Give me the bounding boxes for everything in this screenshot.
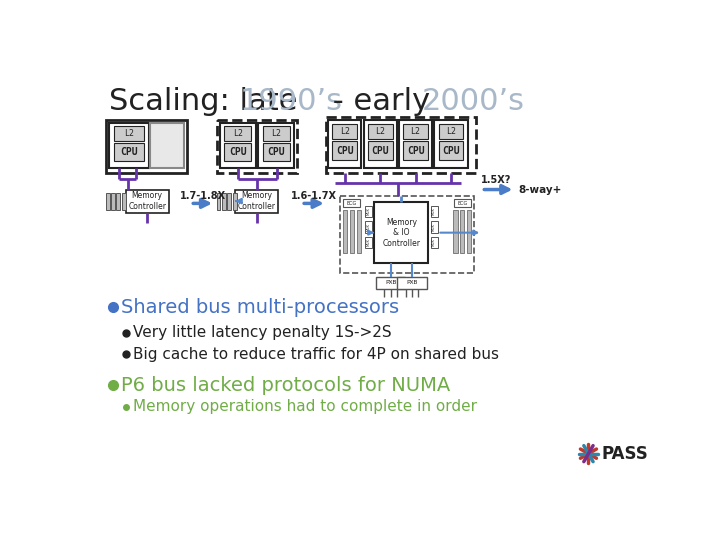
Bar: [368, 124, 392, 139]
Bar: [343, 210, 348, 253]
Text: Shared bus multi-processors: Shared bus multi-processors: [121, 298, 399, 317]
Text: MUX: MUX: [366, 207, 371, 215]
Bar: [364, 120, 397, 168]
Text: L2: L2: [375, 127, 385, 136]
Bar: [106, 193, 109, 210]
Text: Memory
Controller: Memory Controller: [128, 191, 166, 211]
Bar: [263, 126, 289, 141]
Bar: [233, 193, 237, 210]
Text: Very little latency penalty 1S->2S: Very little latency penalty 1S->2S: [133, 325, 392, 340]
Text: PXB: PXB: [385, 280, 396, 285]
Bar: [431, 221, 438, 233]
Text: CPU: CPU: [120, 147, 138, 157]
Text: MUX: MUX: [366, 223, 371, 231]
Text: PASS: PASS: [601, 444, 648, 463]
Bar: [117, 193, 120, 210]
Text: Memory
& IO
Controller: Memory & IO Controller: [382, 218, 420, 247]
Bar: [453, 210, 457, 253]
Bar: [467, 210, 472, 253]
Text: ECG: ECG: [458, 200, 468, 206]
Text: Memory
Controller: Memory Controller: [238, 191, 276, 211]
Text: PXB: PXB: [407, 280, 418, 285]
Bar: [150, 123, 184, 168]
Bar: [220, 123, 256, 168]
Bar: [235, 190, 278, 213]
Text: MUX: MUX: [432, 223, 436, 231]
Text: 1990’s: 1990’s: [240, 87, 343, 116]
Text: L2: L2: [410, 127, 420, 136]
Text: ECG: ECG: [346, 200, 356, 206]
Bar: [328, 120, 361, 168]
Text: L2: L2: [233, 129, 243, 138]
Bar: [438, 124, 464, 139]
Bar: [365, 206, 372, 217]
Bar: [109, 123, 149, 168]
Bar: [431, 206, 438, 217]
Text: MUX: MUX: [432, 207, 436, 215]
Bar: [356, 210, 361, 253]
Bar: [365, 221, 372, 233]
Text: - early: - early: [323, 87, 440, 116]
Bar: [365, 237, 372, 248]
Bar: [326, 117, 476, 173]
Bar: [403, 141, 428, 160]
Bar: [376, 276, 405, 289]
Bar: [222, 193, 226, 210]
Text: L2: L2: [340, 127, 350, 136]
Text: CPU: CPU: [442, 146, 460, 156]
Bar: [111, 193, 115, 210]
Bar: [374, 202, 428, 264]
Bar: [224, 126, 251, 141]
Bar: [224, 143, 251, 161]
Bar: [438, 141, 464, 160]
Text: 1.7-1.8X: 1.7-1.8X: [179, 191, 226, 201]
Bar: [434, 120, 467, 168]
Text: 1.6-1.7X: 1.6-1.7X: [291, 191, 337, 201]
Bar: [368, 141, 392, 160]
Bar: [106, 120, 186, 173]
Bar: [333, 124, 357, 139]
Text: P6 bus lacked protocols for NUMA: P6 bus lacked protocols for NUMA: [121, 376, 450, 395]
Bar: [114, 126, 144, 141]
Text: MUX: MUX: [432, 238, 436, 246]
Bar: [126, 190, 168, 213]
Bar: [350, 210, 354, 253]
Text: L2: L2: [446, 127, 456, 136]
Bar: [217, 193, 220, 210]
Text: L2: L2: [124, 129, 134, 138]
Bar: [454, 199, 472, 207]
Text: CPU: CPU: [267, 147, 285, 157]
Bar: [122, 193, 126, 210]
Text: Memory operations had to complete in order: Memory operations had to complete in ord…: [133, 399, 477, 414]
Text: 2000’s: 2000’s: [421, 87, 524, 116]
Text: L2: L2: [271, 129, 282, 138]
Bar: [217, 120, 297, 173]
Bar: [263, 143, 289, 161]
Text: MUX: MUX: [366, 238, 371, 246]
Text: CPU: CPU: [407, 146, 424, 156]
Bar: [343, 199, 360, 207]
Text: 1.5X?: 1.5X?: [482, 176, 512, 185]
Text: CPU: CPU: [336, 146, 354, 156]
Bar: [114, 143, 144, 161]
Bar: [403, 124, 428, 139]
Bar: [431, 237, 438, 248]
Bar: [460, 210, 464, 253]
Text: Scaling: late: Scaling: late: [109, 87, 307, 116]
Bar: [228, 193, 231, 210]
Text: 8-way+: 8-way+: [518, 185, 562, 194]
Text: CPU: CPU: [229, 147, 246, 157]
Bar: [333, 141, 357, 160]
Bar: [397, 276, 427, 289]
Bar: [258, 123, 294, 168]
Bar: [399, 120, 432, 168]
Text: Big cache to reduce traffic for 4P on shared bus: Big cache to reduce traffic for 4P on sh…: [133, 347, 500, 362]
Text: CPU: CPU: [372, 146, 389, 156]
Bar: [340, 195, 474, 273]
